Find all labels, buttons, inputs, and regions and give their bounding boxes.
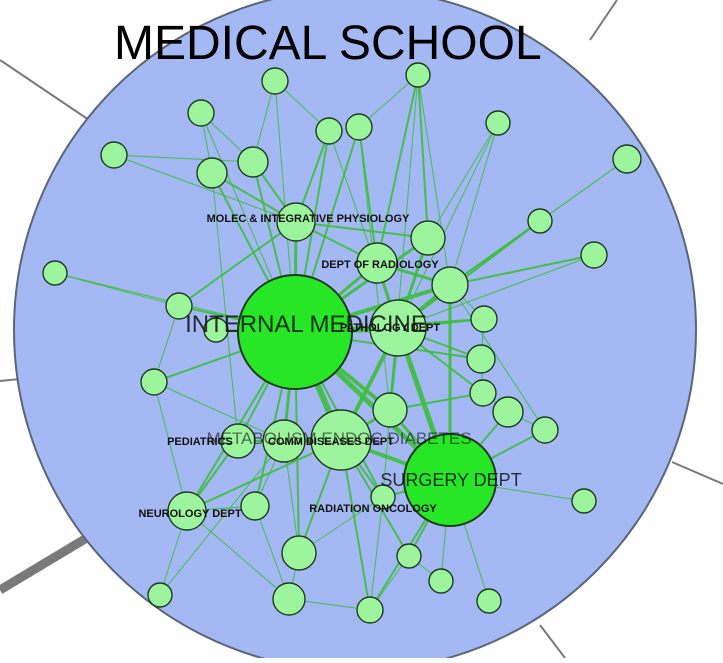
- node: [220, 423, 256, 459]
- node: [196, 157, 228, 189]
- node: [140, 368, 168, 396]
- node: [203, 317, 229, 343]
- edge: [369, 496, 384, 611]
- label-comm-diseases-dept: COMM DISEASES DEPT: [268, 436, 394, 448]
- node: [527, 208, 553, 234]
- edge: [153, 381, 285, 442]
- node: [167, 491, 207, 531]
- node: [485, 110, 511, 136]
- edge: [153, 381, 188, 512]
- external-edge: [0, 532, 93, 594]
- edge: [449, 254, 595, 286]
- node: [345, 113, 373, 141]
- edge: [449, 284, 546, 431]
- external-edge: [671, 461, 723, 485]
- label-metabolism-endoc-diabetes: METABOLISM ENDOC DIABETES: [206, 429, 471, 448]
- node: [396, 543, 422, 569]
- node: [410, 220, 446, 256]
- node: [187, 99, 215, 127]
- edge: [186, 510, 290, 600]
- node: [476, 588, 502, 614]
- diagram-title: MEDICAL SCHOOL: [114, 17, 542, 70]
- node: [370, 484, 396, 510]
- node: [469, 379, 497, 407]
- label-radiation-oncology: RADIATION ONCOLOGY: [309, 503, 437, 515]
- edge: [449, 122, 499, 286]
- node: [369, 299, 427, 357]
- node: [428, 568, 454, 594]
- external-edge: [539, 624, 566, 659]
- node: [276, 202, 316, 242]
- edge: [178, 221, 297, 307]
- label-dept-of-radiology: DEPT OF RADIOLOGY: [321, 259, 439, 271]
- edge: [397, 220, 541, 329]
- node: [356, 596, 384, 624]
- node-labels: MOLEC & INTEGRATIVE PHYSIOLOGY DEPT OF R…: [138, 213, 521, 520]
- node: [405, 62, 431, 88]
- edge: [328, 130, 399, 329]
- node: [100, 141, 128, 169]
- edge: [113, 154, 297, 223]
- external-edge: [0, 59, 93, 123]
- edge: [295, 221, 429, 239]
- node: [571, 488, 597, 514]
- node: [470, 305, 498, 333]
- label-neurology-dept: NEUROLOGY DEPT: [138, 508, 241, 520]
- edge: [113, 154, 254, 163]
- node: [403, 433, 497, 527]
- node: [262, 419, 306, 463]
- edge: [358, 126, 378, 264]
- node: [466, 344, 496, 374]
- edge: [417, 74, 429, 239]
- node: [612, 144, 642, 174]
- label-internal-medicine: INTERNAL MEDICINE: [185, 311, 427, 338]
- node: [165, 292, 193, 320]
- node: [240, 491, 270, 521]
- node: [531, 416, 559, 444]
- edge: [397, 254, 595, 329]
- node: [261, 67, 289, 95]
- edge: [54, 272, 180, 307]
- node: [372, 392, 408, 428]
- node: [310, 409, 372, 471]
- node: [237, 274, 353, 390]
- node: [272, 582, 306, 616]
- nodes: [42, 62, 642, 624]
- label-pathology-dept: PATHOLOGY DEPT: [340, 322, 441, 334]
- edge: [159, 440, 285, 596]
- edge: [397, 122, 499, 329]
- node: [42, 260, 68, 286]
- edge: [211, 172, 239, 442]
- edge: [376, 74, 419, 264]
- node: [431, 266, 469, 304]
- edge: [417, 74, 451, 286]
- node: [356, 242, 398, 284]
- node: [492, 396, 524, 428]
- label-pediatrics: PEDIATRICS: [167, 436, 233, 448]
- node: [580, 241, 608, 269]
- node: [315, 117, 343, 145]
- node: [237, 146, 269, 178]
- external-edge: [589, 0, 618, 41]
- node: [281, 535, 317, 571]
- node: [147, 582, 173, 608]
- label-surgery-dept: SURGERY DEPT: [380, 470, 521, 490]
- label-molec-integrative-physiology: MOLEC & INTEGRATIVE PHYSIOLOGY: [207, 213, 410, 225]
